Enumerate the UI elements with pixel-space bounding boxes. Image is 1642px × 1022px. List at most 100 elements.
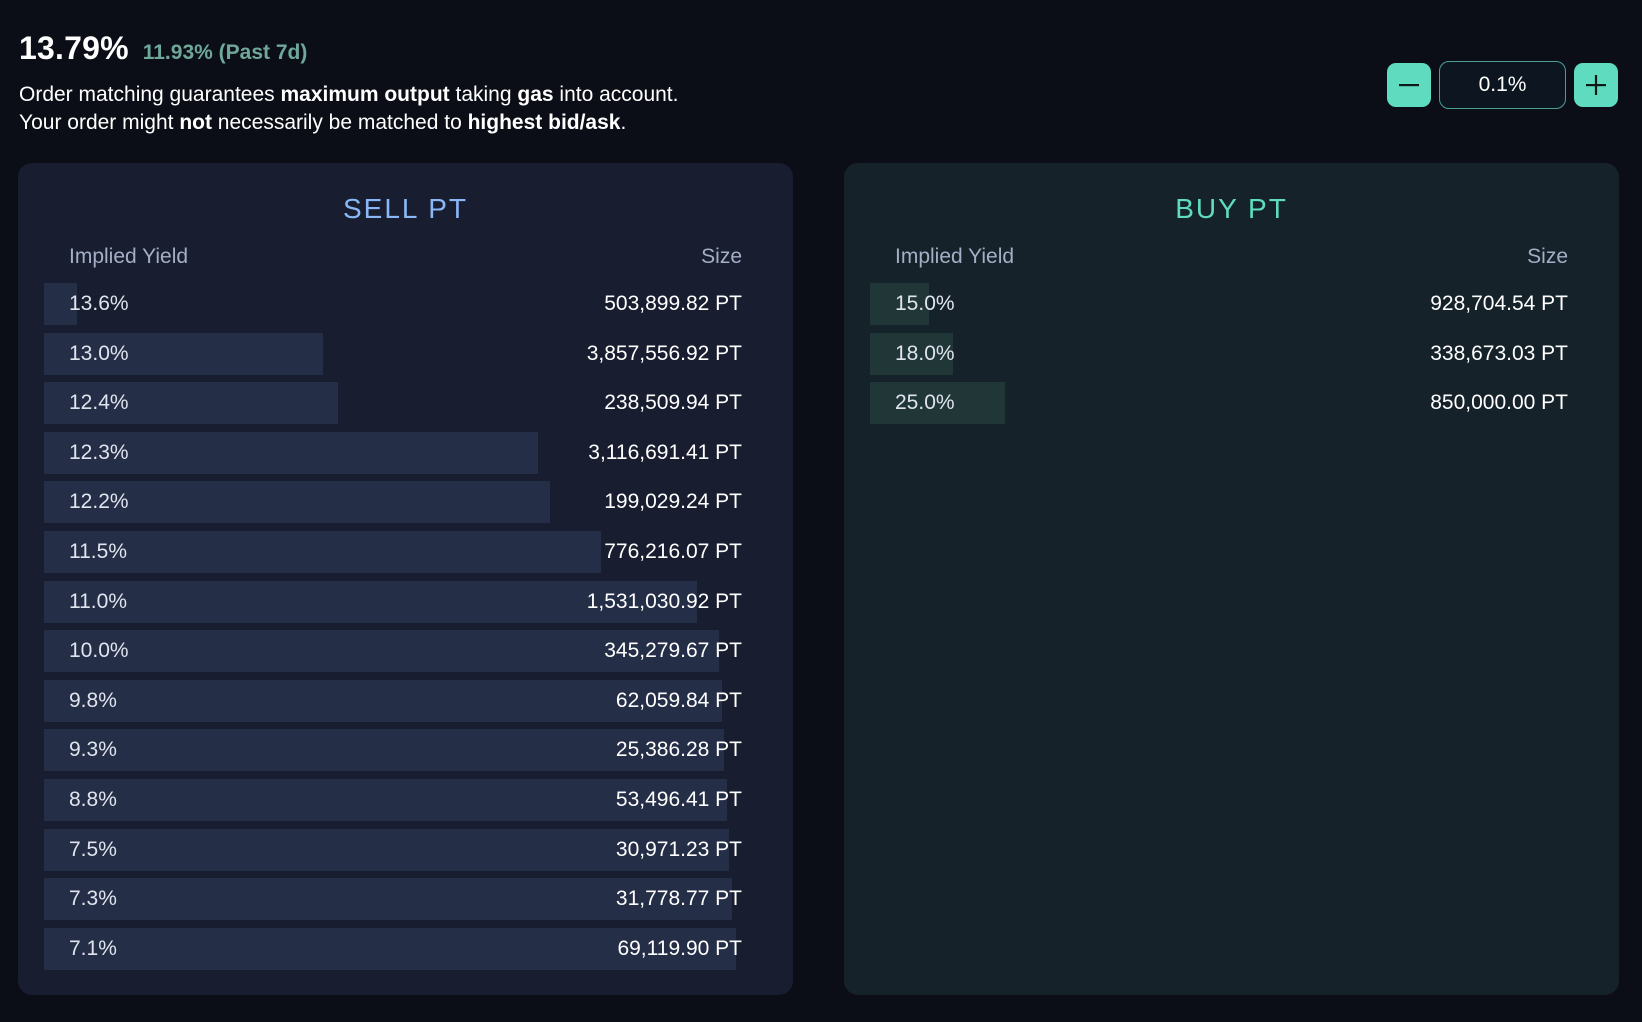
yield-header: 13.79% 11.93% (Past 7d) Order matching g… (19, 30, 678, 137)
sell-order-row[interactable]: 7.1% 69,119.90 PT (44, 927, 767, 970)
note-line-2: Your order might not necessarily be matc… (19, 109, 678, 137)
sell-row-implied-yield: 12.2% (69, 490, 129, 514)
buy-row-size: 850,000.00 PT (1430, 391, 1568, 415)
sell-row-implied-yield: 10.0% (69, 639, 129, 663)
note-text: into account. (553, 83, 679, 106)
sell-row-implied-yield: 7.3% (69, 887, 117, 911)
sell-order-row[interactable]: 7.5% 30,971.23 PT (44, 828, 767, 871)
past-7d-yield: 11.93% (Past 7d) (142, 41, 308, 64)
sell-order-row[interactable]: 12.2% 199,029.24 PT (44, 481, 767, 524)
sell-pt-panel: SELL PT Implied Yield Size 13.6% 503,899.… (18, 163, 793, 995)
sell-implied-yield-header: Implied Yield (69, 245, 189, 268)
sell-row-implied-yield: 9.8% (69, 688, 117, 712)
sell-order-row[interactable]: 13.6% 503,899.82 PT (44, 283, 767, 325)
sell-row-implied-yield: 9.3% (69, 738, 117, 762)
sell-depth-bar (44, 283, 77, 325)
plus-icon (1586, 75, 1606, 95)
sell-row-size: 238,509.94 PT (604, 391, 742, 415)
minus-icon (1399, 84, 1419, 87)
sell-depth-bar (44, 679, 723, 722)
buy-size-header: Size (1527, 245, 1568, 268)
buy-depth-bar (870, 382, 1006, 425)
sell-row-implied-yield: 11.5% (69, 539, 127, 563)
sell-depth-bar (44, 431, 538, 474)
sell-row-size: 503,899.82 PT (604, 292, 742, 315)
sell-row-size: 69,119.90 PT (617, 936, 742, 960)
slippage-stepper: 0.1% (1387, 61, 1618, 109)
sell-row-implied-yield: 8.8% (69, 787, 117, 811)
sell-depth-bar (44, 878, 732, 921)
sell-row-implied-yield: 11.0% (69, 589, 127, 613)
sell-order-row[interactable]: 9.3% 25,386.28 PT (44, 729, 767, 772)
sell-depth-bar (44, 828, 730, 871)
note-text: taking (449, 83, 518, 106)
sell-order-row[interactable]: 12.4% 238,509.94 PT (44, 382, 767, 425)
sell-row-size: 199,029.24 PT (604, 490, 742, 514)
buy-row-implied-yield: 15.0% (895, 292, 955, 315)
sell-row-size: 25,386.28 PT (615, 738, 742, 762)
note-emphasis: maximum output (280, 83, 450, 106)
sell-order-row[interactable]: 12.3% 3,116,691.41 PT (44, 431, 767, 474)
buy-row-implied-yield: 25.0% (895, 391, 955, 415)
note-emphasis: gas (517, 83, 554, 106)
note-emphasis: not (179, 111, 212, 134)
slippage-value-input[interactable]: 0.1% (1439, 61, 1566, 109)
sell-depth-bar (44, 580, 697, 623)
buy-panel-title: BUY PT (1175, 193, 1288, 224)
note-text: necessarily be matched to (211, 111, 468, 134)
sell-row-implied-yield: 13.0% (69, 341, 129, 365)
sell-order-row[interactable]: 13.0% 3,857,556.92 PT (44, 332, 767, 375)
increment-button[interactable] (1574, 63, 1618, 107)
sell-row-size: 345,279.67 PT (604, 639, 742, 663)
sell-row-size: 776,216.07 PT (604, 539, 742, 563)
sell-order-row[interactable]: 10.0% 345,279.67 PT (44, 630, 767, 673)
buy-pt-panel: BUY PT Implied Yield Size 15.0% 928,704.5… (844, 163, 1619, 995)
note-line-1: Order matching guarantees maximum output… (19, 81, 678, 109)
order-matching-note: Order matching guarantees maximum output… (19, 81, 678, 137)
sell-order-row[interactable]: 9.8% 62,059.84 PT (44, 679, 767, 722)
sell-row-implied-yield: 7.5% (69, 837, 117, 861)
sell-order-list: 13.6% 503,899.82 PT 13.0% 3,857,556.92 PT 12… (44, 283, 767, 977)
sell-size-header: Size (701, 245, 742, 268)
sell-order-row[interactable]: 8.8% 53,496.41 PT (44, 778, 767, 821)
sell-depth-bar (44, 481, 551, 524)
decrement-button[interactable] (1387, 63, 1431, 107)
sell-row-implied-yield: 7.1% (69, 936, 117, 960)
buy-depth-bar (870, 332, 954, 375)
buy-depth-bar (870, 283, 930, 325)
sell-order-row[interactable]: 11.0% 1,531,030.92 PT (44, 580, 767, 623)
sell-panel-title: SELL PT (342, 193, 468, 224)
sell-row-size: 30,971.23 PT (615, 837, 742, 861)
sell-row-size: 1,531,030.92 PT (586, 589, 742, 613)
sell-row-implied-yield: 13.6% (69, 292, 129, 315)
sell-row-size: 31,778.77 PT (615, 887, 742, 911)
note-text: Your order might (19, 111, 180, 134)
sell-depth-bar (44, 530, 601, 573)
sell-row-size: 62,059.84 PT (615, 688, 742, 712)
note-text: Order matching guarantees (19, 83, 281, 106)
sell-depth-bar (44, 630, 719, 673)
buy-row-implied-yield: 18.0% (895, 341, 955, 365)
sell-order-row[interactable]: 7.3% 31,778.77 PT (44, 878, 767, 921)
buy-row-size: 338,673.03 PT (1430, 341, 1568, 365)
sell-row-size: 53,496.41 PT (615, 787, 742, 811)
buy-order-row[interactable]: 18.0% 338,673.03 PT (870, 332, 1593, 375)
buy-implied-yield-header: Implied Yield (895, 245, 1015, 268)
buy-order-row[interactable]: 15.0% 928,704.54 PT (870, 283, 1593, 325)
sell-depth-bar (44, 332, 324, 375)
yield-summary: 13.79% 11.93% (Past 7d) (19, 30, 678, 67)
sell-depth-bar (44, 382, 339, 425)
sell-row-size: 3,857,556.92 PT (586, 341, 742, 365)
note-emphasis: highest bid/ask (467, 111, 621, 134)
sell-row-implied-yield: 12.3% (69, 440, 129, 464)
buy-order-row[interactable]: 25.0% 850,000.00 PT (870, 382, 1593, 425)
buy-order-list: 15.0% 928,704.54 PT 18.0% 338,673.03 PT 25.0… (870, 283, 1593, 432)
implied-yield-value: 13.79% (19, 30, 129, 66)
sell-row-size: 3,116,691.41 PT (588, 440, 742, 464)
note-text: . (620, 111, 627, 134)
sell-depth-bar (44, 729, 725, 772)
sell-depth-bar (44, 778, 728, 821)
buy-row-size: 928,704.54 PT (1430, 292, 1568, 315)
sell-order-row[interactable]: 11.5% 776,216.07 PT (44, 530, 767, 573)
